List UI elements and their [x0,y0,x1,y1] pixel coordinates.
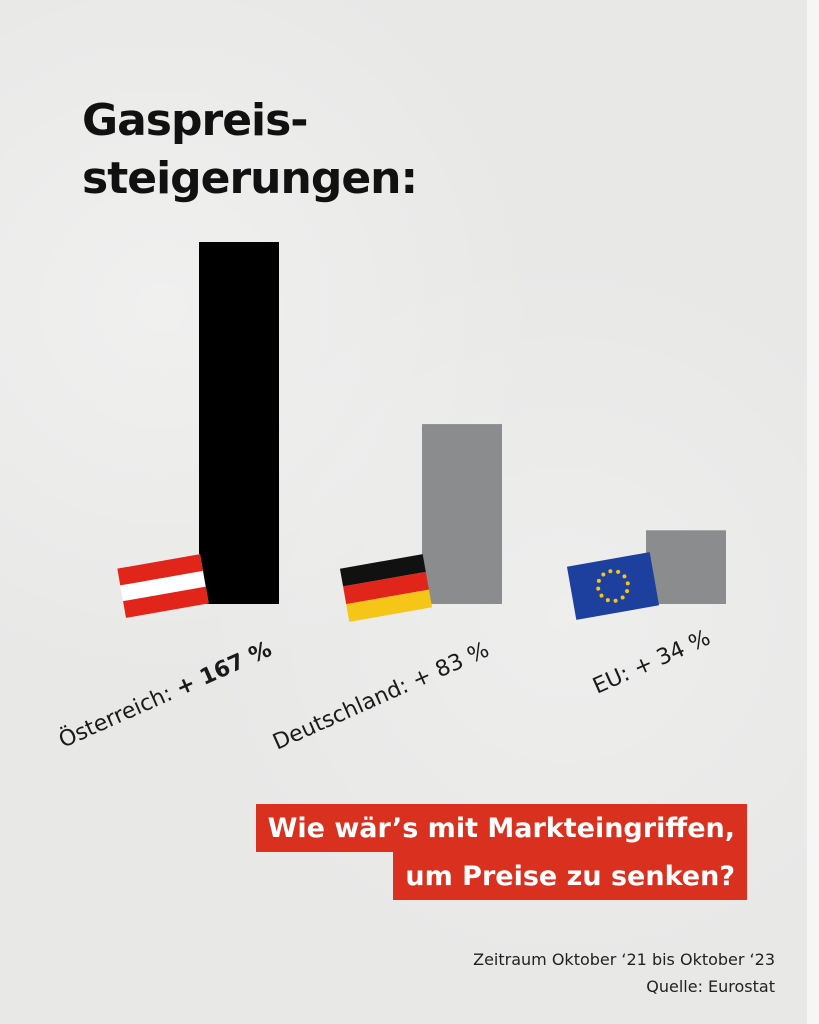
footer-period: Zeitraum Oktober ‘21 bis Oktober ‘23 [473,950,775,969]
title-line-2: steigerungen: [82,153,418,204]
bar-germany [422,424,502,604]
eu-star-icon [596,586,601,591]
eu-star-icon [625,589,630,594]
label-eu-value: + 34 % [630,625,714,681]
bar-austria [199,242,279,604]
label-eu: EU: + 34 % [589,625,714,699]
eu-star-icon [601,572,606,577]
label-germany-value: + 83 % [409,638,493,694]
bar-eu [646,530,726,604]
eu-star-icon [625,581,630,586]
right-edge-strip [807,0,819,1024]
eu-star-icon [622,574,627,579]
chart-title: Gaspreis- steigerungen: [82,92,418,208]
eu-flag-icon [566,552,660,620]
label-germany: Deutschland: + 83 % [269,638,493,756]
callout-box: Wie wär’s mit Markteingriffen, um Preise… [255,804,747,900]
title-line-1: Gaspreis- [82,95,309,146]
eu-star-icon [596,578,601,583]
eu-star-icon [608,569,613,574]
eu-star-icon [613,598,618,603]
eu-star-icon [605,598,610,603]
footer-source: Quelle: Eurostat [646,977,775,996]
eu-star-icon [616,569,621,574]
label-austria-name: Österreich: [55,678,183,754]
bars-layer [199,242,726,604]
label-austria-value: + 167 % [172,637,275,701]
bar-chart: Österreich: + 167 % Deutschland: + 83 % … [55,242,726,756]
footer-note: Zeitraum Oktober ‘21 bis Oktober ‘23 Que… [473,946,775,1000]
austria-flag-icon [117,554,209,618]
germany-flag-icon [339,554,433,622]
eu-star-icon [620,595,625,600]
callout-line-2: um Preise zu senken? [393,852,747,900]
eu-star-icon [599,593,604,598]
label-germany-name: Deutschland: [269,671,418,756]
label-austria: Österreich: + 167 % [55,636,276,753]
callout-line-1: Wie wär’s mit Markteingriffen, [255,804,747,852]
